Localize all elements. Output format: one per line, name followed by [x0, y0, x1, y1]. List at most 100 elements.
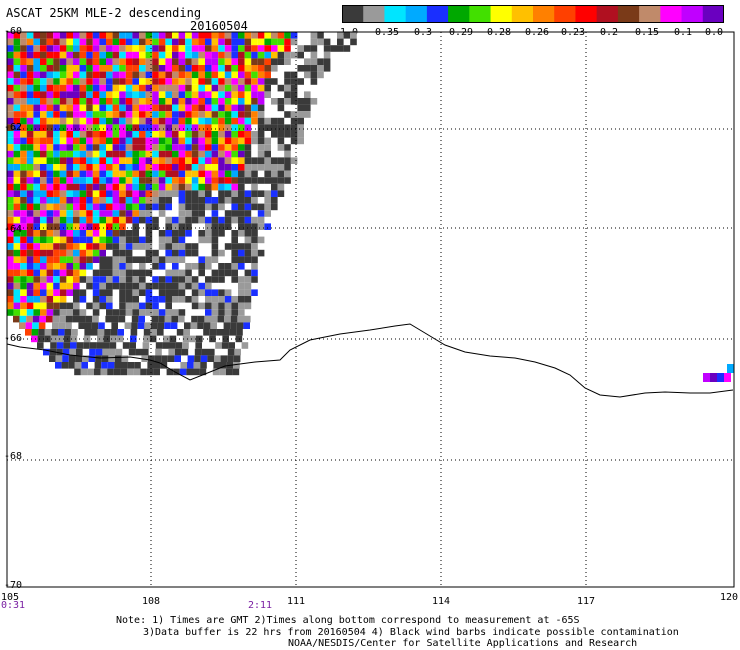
wind-cell: [178, 78, 186, 85]
wind-cell: [185, 150, 192, 158]
wind-cell: [178, 309, 186, 316]
wind-cell: [70, 342, 77, 349]
wind-cell: [290, 131, 298, 138]
wind-cell: [86, 223, 93, 230]
wind-cell: [172, 58, 179, 65]
wind-cell: [66, 91, 73, 98]
wind-cell: [92, 51, 100, 59]
wind-cell: [205, 256, 212, 263]
wind-cell: [132, 65, 139, 72]
wind-cell: [222, 335, 229, 343]
wind-cell: [185, 78, 192, 85]
product-date: 20160504: [190, 19, 248, 33]
wind-cell: [337, 45, 344, 52]
wind-cell: [211, 131, 219, 138]
wind-cell: [147, 362, 154, 369]
wind-cell: [171, 315, 178, 323]
wind-cell: [145, 137, 153, 145]
wind-cell: [290, 38, 298, 46]
wind-cell: [244, 98, 252, 105]
wind-cell: [59, 144, 67, 151]
wind-cell: [277, 32, 285, 39]
wind-cell: [224, 144, 232, 151]
wind-cell: [33, 236, 40, 244]
wind-cell: [198, 203, 205, 211]
wind-cell: [216, 329, 223, 336]
wind-cell: [86, 210, 93, 217]
wind-cell: [97, 329, 105, 336]
wind-cell: [119, 223, 126, 230]
wind-cell: [145, 65, 153, 72]
wind-cell: [53, 170, 60, 178]
wind-cell: [110, 329, 118, 336]
wind-cell: [111, 322, 118, 329]
wind-cell: [125, 157, 133, 164]
wind-cell: [13, 164, 21, 171]
wind-cell: [244, 190, 252, 197]
wind-cell: [198, 210, 205, 217]
wind-cell: [125, 190, 133, 197]
wind-cell: [211, 104, 219, 112]
wind-cell: [310, 78, 318, 85]
wind-cell: [244, 302, 252, 310]
wind-cell: [152, 256, 159, 263]
wind-cell: [191, 111, 199, 118]
wind-cell: [218, 91, 225, 98]
color-swatch: [533, 5, 555, 23]
wind-cell: [132, 91, 139, 98]
wind-cell: [238, 38, 245, 46]
wind-cell: [178, 216, 186, 224]
wind-cell: [59, 45, 67, 52]
wind-cell: [31, 329, 39, 336]
wind-cell: [195, 342, 202, 349]
wind-cell: [53, 131, 60, 138]
wind-cell: [46, 302, 54, 310]
wind-cell: [121, 355, 129, 362]
wind-cell: [233, 362, 240, 369]
wind-cell: [125, 111, 133, 118]
wind-cell: [185, 45, 192, 52]
wind-cell: [106, 58, 113, 65]
wind-cell: [178, 144, 186, 151]
wind-cell: [205, 177, 212, 184]
wind-cell: [79, 183, 87, 191]
wind-cell: [178, 230, 186, 237]
wind-cell: [127, 362, 135, 369]
wind-cell: [46, 203, 54, 211]
wind-cell: [244, 84, 252, 92]
wind-cell: [191, 51, 199, 59]
wind-cell: [59, 210, 67, 217]
wind-cell: [185, 157, 192, 164]
wind-cell: [198, 104, 205, 112]
color-swatch: [617, 5, 640, 23]
wind-cell: [251, 38, 258, 46]
wind-cell: [59, 302, 67, 310]
lat-label: -60: [4, 26, 23, 37]
wind-cell: [13, 256, 21, 263]
wind-cell: [165, 58, 172, 65]
wind-cell: [132, 216, 139, 224]
wind-cell: [33, 190, 40, 197]
wind-cell: [244, 164, 252, 171]
wind-cell: [59, 84, 67, 92]
wind-cell: [264, 38, 271, 46]
wind-cell: [92, 223, 100, 230]
wind-cell: [211, 144, 219, 151]
wind-cell: [323, 38, 331, 46]
wind-cell: [178, 65, 186, 72]
wind-cell: [205, 223, 212, 230]
wind-cell: [178, 170, 186, 178]
wind-cell: [33, 216, 40, 224]
wind-cell: [86, 137, 93, 145]
wind-cell: [244, 137, 252, 145]
wind-cell: [145, 289, 153, 296]
wind-cell: [7, 104, 14, 112]
wind-cell: [145, 216, 153, 224]
wind-cell: [119, 117, 126, 125]
wind-cell: [257, 131, 265, 138]
wind-cell: [87, 368, 94, 376]
wind-cell: [40, 256, 47, 263]
wind-cell: [244, 197, 252, 204]
wind-cell: [20, 150, 27, 158]
wind-cell: [139, 157, 146, 164]
